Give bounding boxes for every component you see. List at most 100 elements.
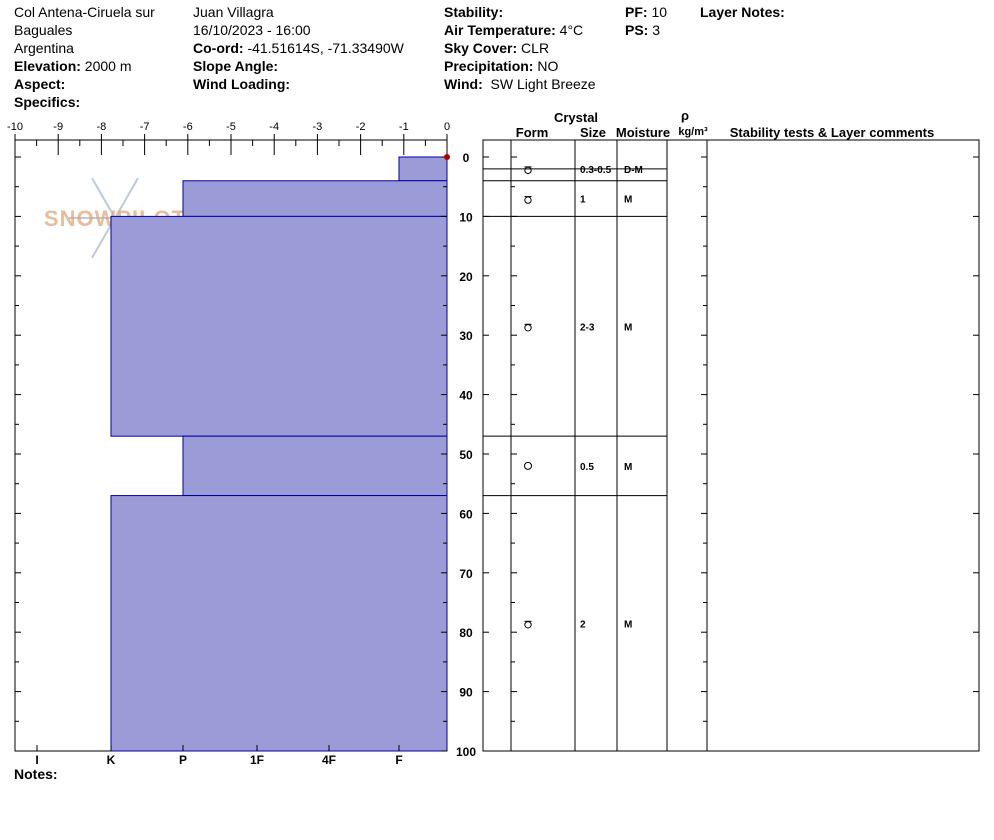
faceted-rounded-icon	[524, 324, 532, 332]
size-header: Size	[580, 125, 606, 140]
depth-tick-label: 80	[459, 626, 473, 640]
precip-row: Precipitation: NO	[444, 57, 596, 75]
air-temp-row: Air Temperature: 4°C	[444, 21, 596, 39]
moisture-header: Moisture	[616, 125, 670, 140]
precip-value: NO	[537, 58, 559, 74]
coord-label: Co-ord:	[193, 40, 244, 56]
hardness-tick-label: 1F	[250, 753, 264, 767]
wind-label: Wind:	[444, 76, 483, 92]
depth-tick-label: 60	[459, 507, 473, 521]
grain-size: 2	[580, 619, 586, 630]
slope-row: Slope Angle:	[193, 57, 404, 75]
wind-loading-label: Wind Loading:	[193, 76, 291, 92]
pf-value: 10	[651, 4, 668, 20]
wind-row: Wind: SW Light Breeze	[444, 75, 596, 93]
observer-block: Juan Villagra 16/10/2023 - 16:00 Co-ord:…	[193, 3, 404, 93]
temp-tick-label: -5	[226, 121, 236, 133]
stability-header: Stability tests & Layer comments	[730, 125, 934, 140]
layer-notes-label: Layer Notes:	[700, 4, 785, 20]
pf-label: PF:	[625, 4, 648, 20]
temp-tick-label: -6	[183, 121, 193, 133]
temp-tick-label: -9	[53, 121, 63, 133]
depth-tick-label: 40	[459, 389, 473, 403]
pf-row: PF: 10	[625, 3, 667, 21]
conditions-block: Stability: Air Temperature: 4°C Sky Cove…	[444, 3, 596, 93]
coord-value: -41.51614S, -71.33490W	[247, 40, 404, 56]
sky-label: Sky Cover:	[444, 40, 518, 56]
grain-moisture: M	[624, 462, 632, 473]
hardness-tick-label: 4F	[322, 753, 336, 767]
specifics-label: Specifics:	[14, 94, 81, 110]
slope-label: Slope Angle:	[193, 58, 279, 74]
faceted-rounded-icon	[524, 196, 532, 204]
density-symbol-header: ρ	[681, 108, 689, 123]
ps-label: PS:	[625, 22, 649, 38]
depth-tick-label: 10	[459, 210, 473, 224]
grain-moisture: M	[624, 195, 632, 206]
sky-row: Sky Cover: CLR	[444, 39, 596, 57]
melt-form-icon	[524, 461, 532, 470]
faceted-rounded-icon	[524, 621, 532, 629]
specifics-row: Specifics:	[14, 93, 155, 111]
depth-tick-label: 70	[459, 567, 473, 581]
temp-tick-label: -7	[140, 121, 150, 133]
grain-moisture: M	[624, 322, 632, 333]
stability-row: Stability:	[444, 3, 596, 21]
location-line2: Baguales	[14, 22, 73, 38]
hardness-bar	[110, 495, 448, 752]
depth-tick-label: 20	[459, 270, 473, 284]
coord-row: Co-ord: -41.51614S, -71.33490W	[193, 39, 404, 57]
hardness-tick-label: I	[35, 753, 38, 767]
hardness-tick-label: F	[395, 753, 402, 767]
wind-loading-row: Wind Loading:	[193, 75, 404, 93]
elevation-value: 2000 m	[84, 58, 132, 74]
precip-label: Precipitation:	[444, 58, 534, 74]
form-header: Form	[516, 125, 549, 140]
observer: Juan Villagra	[193, 4, 274, 20]
depth-tick-label: 100	[456, 745, 476, 759]
hardness-tick-label: P	[179, 753, 187, 767]
air-temp-label: Air Temperature:	[444, 22, 556, 38]
elevation-label: Elevation:	[14, 58, 81, 74]
temp-tick-label: -3	[313, 121, 323, 133]
ps-value: 3	[652, 22, 661, 38]
hardness-tick-label: K	[107, 753, 116, 767]
grain-size: 1	[580, 195, 586, 206]
faceted-rounded-icon	[524, 166, 532, 175]
hardness-bar	[182, 180, 448, 217]
crystal-header: Crystal	[554, 110, 598, 125]
location-block: Col Antena-Ciruela sur Baguales Argentin…	[14, 3, 155, 111]
sky-value: CLR	[521, 40, 550, 56]
wind-value: SW Light Breeze	[490, 76, 596, 92]
depth-tick-label: 50	[459, 448, 473, 462]
ps-row: PS: 3	[625, 21, 667, 39]
depth-tick-label: 90	[459, 686, 473, 700]
temp-tick-label: -2	[356, 121, 366, 133]
surface-temp-marker	[444, 154, 450, 160]
temp-tick-label: -10	[7, 121, 23, 133]
datetime: 16/10/2023 - 16:00	[193, 22, 311, 38]
temp-tick-label: -8	[97, 121, 107, 133]
location-line3: Argentina	[14, 40, 74, 56]
depth-tick-label: 30	[459, 329, 473, 343]
air-temp-value: 4°C	[559, 22, 584, 38]
density-unit-header: kg/m³	[678, 126, 708, 138]
temp-tick-label: -4	[269, 121, 279, 133]
hardness-bar	[398, 156, 448, 182]
grain-size: 0.5	[580, 462, 594, 473]
location-line1: Col Antena-Ciruela sur	[14, 4, 155, 20]
grain-size: 2-3	[580, 322, 595, 333]
stability-label: Stability:	[444, 4, 504, 20]
temp-tick-label: 0	[444, 121, 450, 133]
layer-notes-block: Layer Notes:	[700, 3, 785, 21]
aspect-label: Aspect:	[14, 76, 66, 92]
aspect-row: Aspect:	[14, 75, 155, 93]
grain-moisture: D-M	[624, 165, 643, 176]
hardness-bar	[110, 215, 448, 437]
hardness-bar	[182, 435, 448, 497]
elevation-row: Elevation: 2000 m	[14, 57, 155, 75]
temp-tick-label: -1	[399, 121, 409, 133]
notes-label: Notes:	[14, 766, 58, 782]
depth-tick-label: 0	[463, 151, 470, 165]
